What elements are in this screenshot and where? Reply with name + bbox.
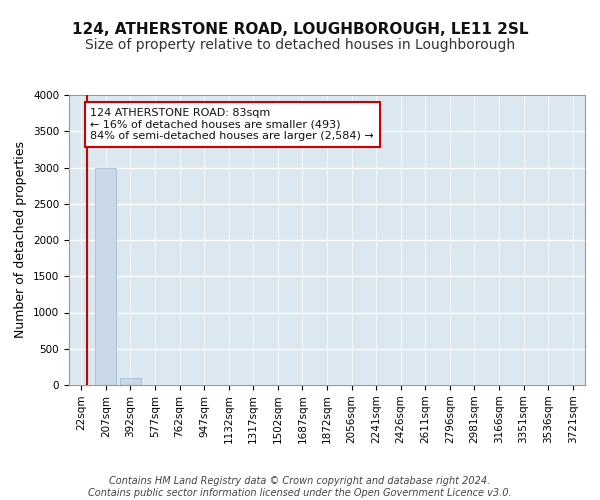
Text: 124, ATHERSTONE ROAD, LOUGHBOROUGH, LE11 2SL: 124, ATHERSTONE ROAD, LOUGHBOROUGH, LE11… bbox=[72, 22, 528, 38]
Text: Size of property relative to detached houses in Loughborough: Size of property relative to detached ho… bbox=[85, 38, 515, 52]
Bar bbox=[120, 378, 141, 385]
Y-axis label: Number of detached properties: Number of detached properties bbox=[14, 142, 28, 338]
Text: 124 ATHERSTONE ROAD: 83sqm
← 16% of detached houses are smaller (493)
84% of sem: 124 ATHERSTONE ROAD: 83sqm ← 16% of deta… bbox=[91, 108, 374, 142]
Text: Contains HM Land Registry data © Crown copyright and database right 2024.
Contai: Contains HM Land Registry data © Crown c… bbox=[88, 476, 512, 498]
Bar bbox=[95, 168, 116, 385]
